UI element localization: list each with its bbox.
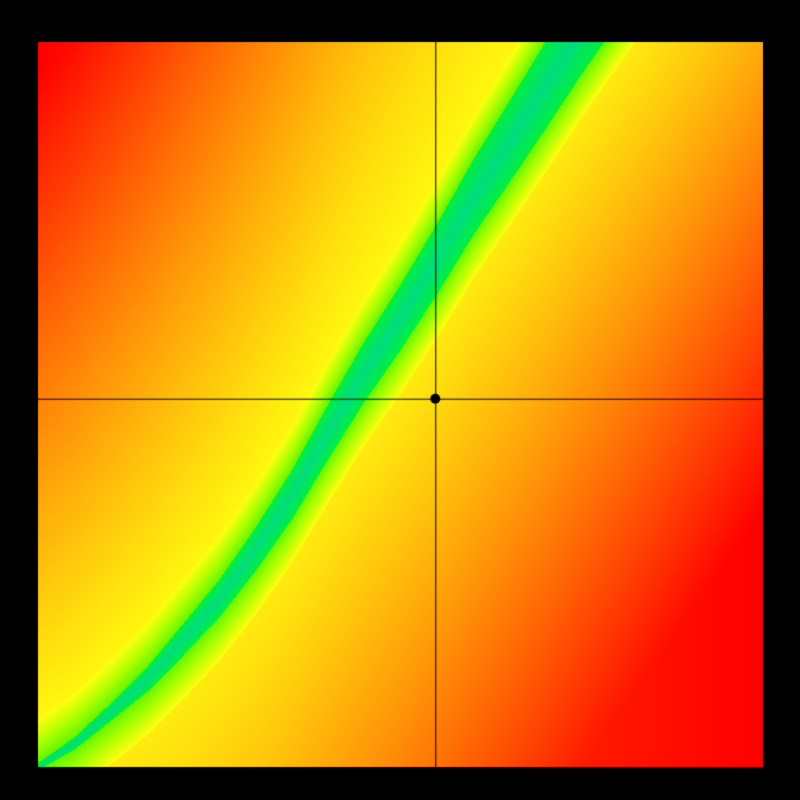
- heatmap-canvas: [0, 0, 800, 800]
- watermark: TheBottleneck.com: [561, 6, 782, 34]
- chart-frame: { "watermark": { "text": "TheBottleneck.…: [0, 0, 800, 800]
